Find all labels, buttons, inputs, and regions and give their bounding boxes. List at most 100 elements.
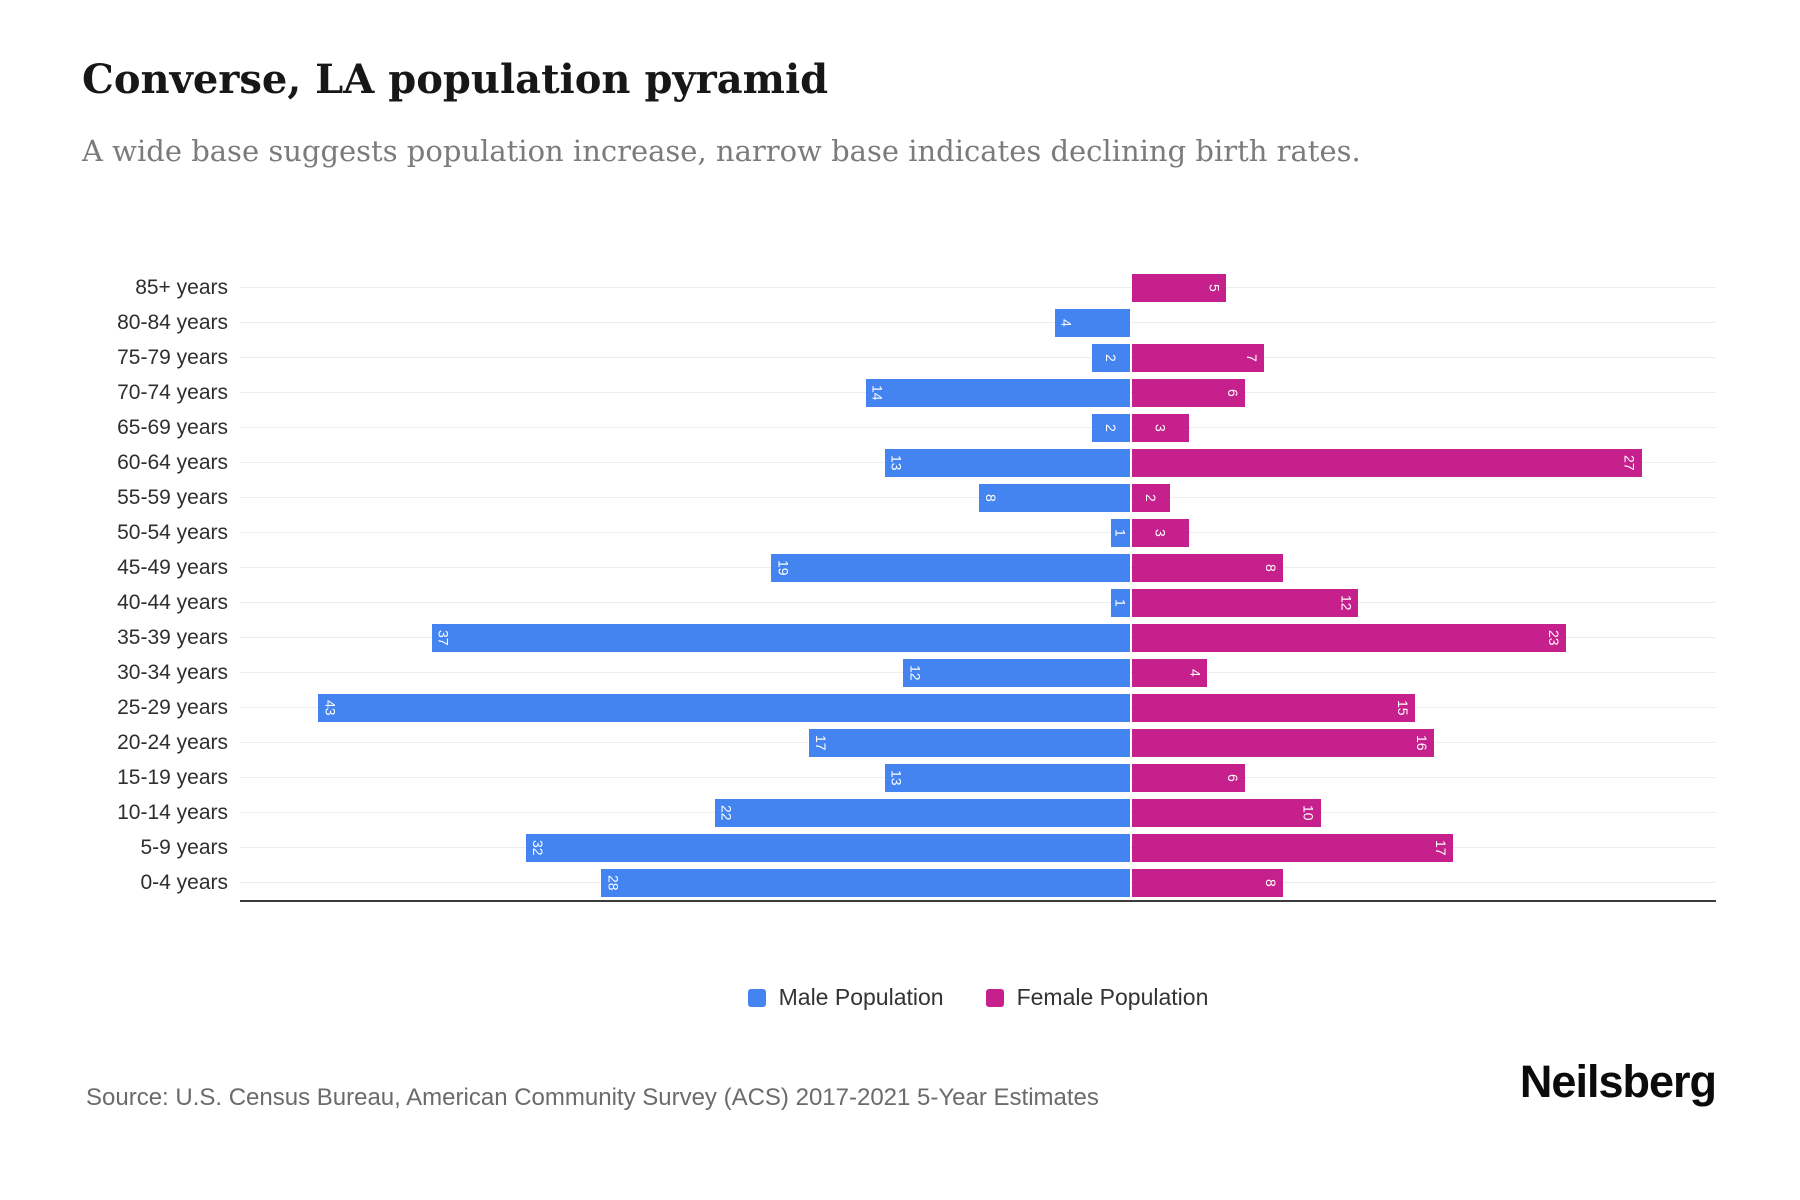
- female-zone: [1131, 309, 1716, 337]
- male-bar[interactable]: 22: [714, 798, 1130, 827]
- bar-value-label: 8: [1262, 878, 1279, 887]
- female-zone: 3: [1131, 413, 1716, 442]
- female-bar[interactable]: 3: [1132, 413, 1189, 442]
- male-zone: 37: [240, 623, 1131, 652]
- male-zone: 19: [240, 553, 1131, 582]
- x-axis-line: [240, 900, 1716, 902]
- bar-value-label: 23: [1546, 629, 1563, 646]
- male-bar[interactable]: 2: [1092, 413, 1130, 442]
- male-zone: 2: [240, 413, 1131, 442]
- male-bar[interactable]: 43: [318, 693, 1130, 722]
- female-bar[interactable]: 17: [1132, 833, 1453, 862]
- pyramid-row: 20-24 years 17 16: [0, 725, 1800, 760]
- male-zone: 1: [240, 588, 1131, 617]
- female-zone: 12: [1131, 588, 1716, 617]
- female-bar[interactable]: 6: [1132, 763, 1246, 792]
- female-bar[interactable]: 6: [1132, 378, 1246, 407]
- bar-value-label: 13: [888, 769, 905, 786]
- male-bar[interactable]: 32: [525, 833, 1130, 862]
- male-bar[interactable]: 13: [884, 448, 1130, 477]
- female-bar[interactable]: 7: [1132, 343, 1265, 372]
- age-group-label: 80-84 years: [117, 310, 228, 334]
- male-bar[interactable]: 17: [809, 728, 1130, 757]
- plot-row: 17 16: [240, 725, 1716, 760]
- pyramid-row: 35-39 years 37 23: [0, 620, 1800, 655]
- female-bar[interactable]: 27: [1132, 448, 1642, 477]
- male-bar[interactable]: 2: [1092, 343, 1130, 372]
- bar-value-label: 6: [1225, 773, 1242, 782]
- plot-row: 19 8: [240, 550, 1716, 585]
- pyramid-row: 0-4 years 28 8: [0, 865, 1800, 900]
- legend-item-male[interactable]: Male Population: [747, 984, 944, 1011]
- male-zone: 13: [240, 763, 1131, 792]
- male-bar[interactable]: 13: [884, 763, 1130, 792]
- legend-item-female[interactable]: Female Population: [985, 984, 1208, 1011]
- pyramid-row: 15-19 years 13 6: [0, 760, 1800, 795]
- female-bar[interactable]: 8: [1132, 868, 1283, 897]
- male-bar[interactable]: 4: [1054, 308, 1130, 337]
- plot-row: 13 27: [240, 445, 1716, 480]
- male-bar[interactable]: 1: [1111, 518, 1130, 547]
- bar-value-label: 17: [813, 734, 830, 751]
- female-bar[interactable]: 15: [1132, 693, 1416, 722]
- age-group-label: 55-59 years: [117, 485, 228, 509]
- female-zone: 6: [1131, 763, 1716, 792]
- female-bar[interactable]: 16: [1132, 728, 1434, 757]
- male-zone: 43: [240, 693, 1131, 722]
- bar-value-label: 10: [1300, 804, 1317, 821]
- female-bar[interactable]: 10: [1132, 798, 1321, 827]
- pyramid-row: 5-9 years 32 17: [0, 830, 1800, 865]
- female-zone: 5: [1131, 273, 1716, 302]
- female-bar[interactable]: 3: [1132, 518, 1189, 547]
- age-group-label: 30-34 years: [117, 660, 228, 684]
- pyramid-row: 40-44 years 1 12: [0, 585, 1800, 620]
- female-bar[interactable]: 2: [1132, 483, 1170, 512]
- legend-label-male: Male Population: [778, 984, 944, 1010]
- female-bar[interactable]: 5: [1132, 273, 1227, 302]
- male-bar[interactable]: 19: [771, 553, 1130, 582]
- female-bar[interactable]: 23: [1132, 623, 1567, 652]
- male-bar[interactable]: 14: [865, 378, 1130, 407]
- bar-value-label: 19: [775, 559, 792, 576]
- bar-value-label: 5: [1206, 283, 1223, 292]
- male-bar[interactable]: 37: [431, 623, 1130, 652]
- male-bar[interactable]: 28: [601, 868, 1130, 897]
- pyramid-row: 60-64 years 13 27: [0, 445, 1800, 480]
- age-group-label: 20-24 years: [117, 730, 228, 754]
- brand-logo: Neilsberg: [1519, 1056, 1717, 1107]
- female-zone: 8: [1131, 868, 1716, 897]
- pyramid-row: 45-49 years 19 8: [0, 550, 1800, 585]
- bar-value-label: 13: [888, 454, 905, 471]
- male-bar[interactable]: 1: [1111, 588, 1130, 617]
- bar-value-label: 12: [1338, 594, 1355, 611]
- male-zone: 14: [240, 378, 1131, 407]
- plot-row: 37 23: [240, 620, 1716, 655]
- female-zone: 3: [1131, 518, 1716, 547]
- pyramid-row: 65-69 years 2 3: [0, 410, 1800, 445]
- plot-row: 5: [240, 270, 1716, 305]
- plot-row: 4: [240, 305, 1716, 340]
- source-attribution: Source: U.S. Census Bureau, American Com…: [86, 1084, 1099, 1111]
- plot-row: 43 15: [240, 690, 1716, 725]
- female-zone: 7: [1131, 343, 1716, 372]
- bar-value-label: 32: [529, 839, 546, 856]
- female-bar[interactable]: 12: [1132, 588, 1359, 617]
- age-group-label: 70-74 years: [117, 380, 228, 404]
- pyramid-row: 75-79 years 2 7: [0, 340, 1800, 375]
- bar-value-label: 3: [1152, 423, 1169, 432]
- age-group-label: 25-29 years: [117, 695, 228, 719]
- bar-value-label: 22: [718, 804, 735, 821]
- male-bar[interactable]: 12: [903, 658, 1130, 687]
- female-bar[interactable]: 8: [1132, 553, 1283, 582]
- female-bar[interactable]: 4: [1132, 658, 1208, 687]
- male-zone: 22: [240, 798, 1131, 827]
- population-pyramid-chart: 85+ years 5 80-84 years 4 75-79 years 2 7 70-74…: [0, 270, 1800, 900]
- female-zone: 10: [1131, 798, 1716, 827]
- bar-value-label: 2: [1142, 493, 1159, 502]
- pyramid-row: 80-84 years 4: [0, 305, 1800, 340]
- plot-row: 1 12: [240, 585, 1716, 620]
- male-bar[interactable]: 8: [978, 483, 1130, 512]
- plot-row: 14 6: [240, 375, 1716, 410]
